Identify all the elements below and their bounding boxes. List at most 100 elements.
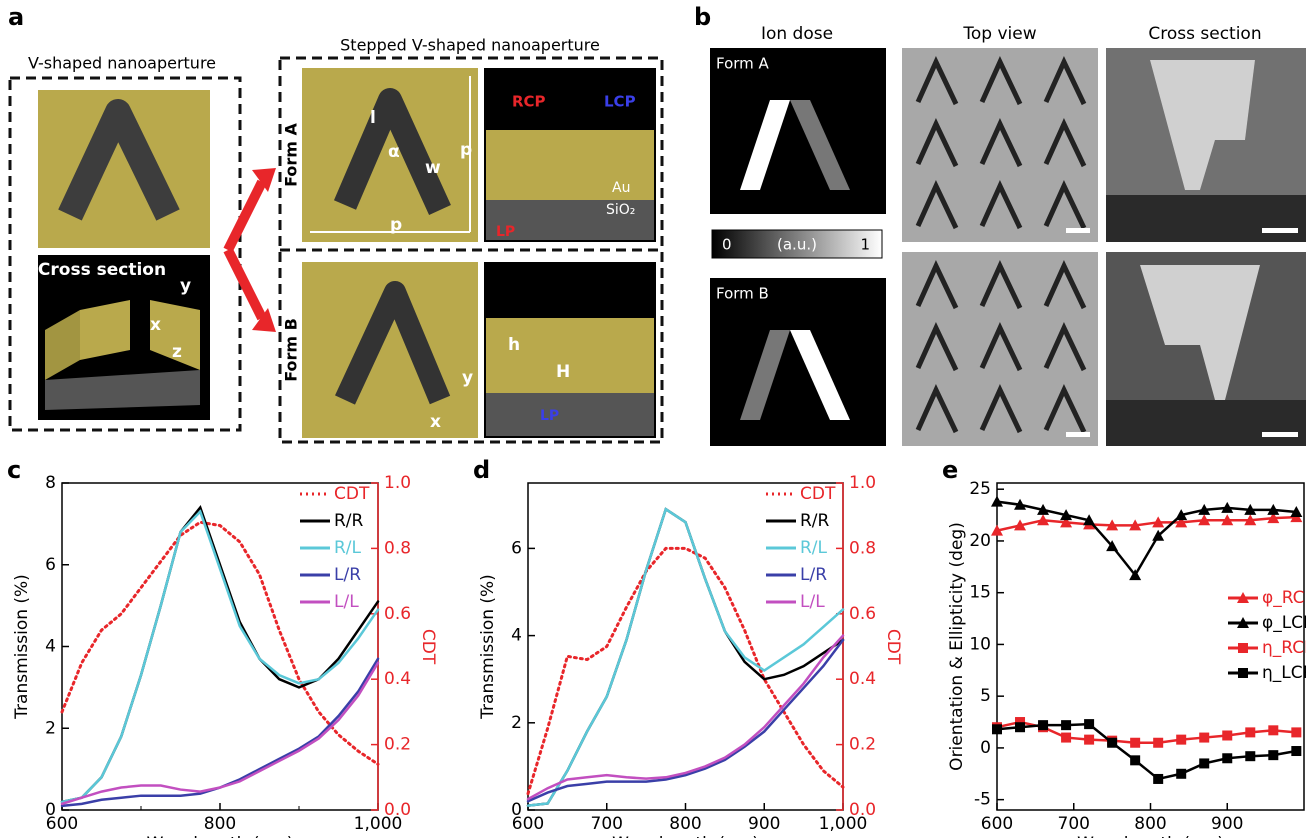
scale-bar bbox=[1262, 228, 1298, 233]
x-tick-label: 900 bbox=[1211, 814, 1243, 834]
substrate bbox=[1106, 400, 1306, 446]
form-label: Form B bbox=[282, 318, 301, 382]
y-tick-label: 0 bbox=[980, 738, 991, 758]
symbol: p bbox=[390, 215, 402, 235]
y2-tick-label: 0.8 bbox=[384, 538, 411, 558]
axis-symbol: x bbox=[430, 412, 441, 432]
marker bbox=[1107, 738, 1117, 748]
marker bbox=[1238, 668, 1248, 678]
y-tick-label: 10 bbox=[969, 634, 991, 654]
block bbox=[80, 300, 130, 360]
x-axis-label: Wavelength (nm) bbox=[612, 834, 759, 838]
marker bbox=[1061, 720, 1071, 730]
y2-tick-label: 0.6 bbox=[849, 604, 876, 624]
x-axis-label: Wavelength (nm) bbox=[1077, 834, 1224, 838]
panel-label: c bbox=[7, 456, 21, 484]
symbol: w bbox=[425, 158, 441, 178]
legend-label: CDT bbox=[334, 484, 370, 504]
series-line bbox=[62, 512, 378, 802]
marker bbox=[1245, 751, 1255, 761]
legend-label: φ_LCP bbox=[1262, 613, 1306, 633]
image-label: Form B bbox=[716, 285, 769, 303]
y-tick-label: 25 bbox=[969, 479, 991, 499]
y-tick-label: -5 bbox=[974, 790, 991, 810]
symbol: LP bbox=[496, 224, 515, 240]
panel-label: a bbox=[8, 3, 24, 31]
y2-tick-label: 0.4 bbox=[384, 669, 411, 689]
colorbar-label: 1 bbox=[860, 236, 870, 254]
marker bbox=[1084, 719, 1094, 729]
panel-title: Stepped V-shaped nanoaperture bbox=[340, 36, 600, 55]
marker bbox=[1130, 738, 1140, 748]
marker bbox=[1222, 753, 1232, 763]
legend-label: L/L bbox=[334, 592, 359, 612]
marker bbox=[1176, 735, 1186, 745]
column-title: Cross section bbox=[1148, 24, 1261, 44]
symbol: h bbox=[508, 335, 520, 355]
column-title: Ion dose bbox=[761, 24, 833, 44]
y-tick-label: 6 bbox=[511, 538, 522, 558]
axis-symbol: z bbox=[172, 342, 182, 362]
y-tick-label: 6 bbox=[45, 555, 56, 575]
x-axis-label: Wavelength (nm) bbox=[147, 834, 294, 838]
y2-tick-label: 0.4 bbox=[849, 669, 876, 689]
scale-bar bbox=[1066, 228, 1090, 233]
symbol: α bbox=[388, 142, 400, 162]
marker bbox=[1199, 758, 1209, 768]
axis-symbol: y bbox=[180, 276, 191, 296]
legend-label: η_LCP bbox=[1262, 663, 1306, 683]
marker bbox=[1038, 720, 1048, 730]
symbol: RCP bbox=[512, 93, 546, 111]
panel-label: e bbox=[942, 456, 958, 484]
x-tick-label: 800 bbox=[669, 814, 701, 834]
marker bbox=[1199, 733, 1209, 743]
marker bbox=[1153, 738, 1163, 748]
substrate bbox=[486, 393, 654, 436]
marker bbox=[1268, 725, 1278, 735]
legend-label: CDT bbox=[800, 484, 836, 504]
y-tick-label: 0 bbox=[45, 800, 56, 820]
x-tick-label: 700 bbox=[1058, 814, 1090, 834]
symbol: LP bbox=[540, 408, 559, 424]
y2-axis-label: CDT bbox=[883, 629, 903, 665]
legend-label: φ_RCP bbox=[1262, 588, 1306, 608]
marker bbox=[1176, 769, 1186, 779]
x-tick-label: 600 bbox=[981, 814, 1013, 834]
y2-tick-label: 0.2 bbox=[849, 735, 876, 755]
y-axis-label: Orientation & Ellipticity (deg) bbox=[947, 522, 967, 771]
marker bbox=[1153, 774, 1163, 784]
panel-title: V-shaped nanoaperture bbox=[28, 54, 216, 73]
legend-label: R/R bbox=[334, 511, 364, 531]
axis-symbol: x bbox=[150, 315, 161, 335]
marker bbox=[1238, 643, 1248, 653]
y-tick-label: 2 bbox=[511, 713, 522, 733]
series-line bbox=[528, 640, 843, 801]
y2-tick-label: 1.0 bbox=[849, 473, 876, 493]
symbol: H bbox=[556, 362, 570, 382]
x-tick-label: 800 bbox=[1134, 814, 1166, 834]
plot-frame bbox=[528, 483, 843, 810]
y2-tick-label: 0.0 bbox=[384, 800, 411, 820]
y-tick-label: 8 bbox=[45, 473, 56, 493]
form-label: Form A bbox=[282, 122, 301, 186]
marker bbox=[1084, 735, 1094, 745]
symbol: p bbox=[460, 140, 472, 160]
marker bbox=[1015, 722, 1025, 732]
y2-tick-label: 0.2 bbox=[384, 735, 411, 755]
marker bbox=[1291, 746, 1301, 756]
marker bbox=[1245, 727, 1255, 737]
symbol: Au bbox=[612, 180, 630, 196]
y2-tick-label: 1.0 bbox=[384, 473, 411, 493]
y-tick-label: 4 bbox=[45, 637, 56, 657]
substrate bbox=[1106, 195, 1306, 242]
series-line bbox=[62, 663, 378, 804]
y2-tick-label: 0.0 bbox=[849, 800, 876, 820]
legend-label: R/L bbox=[334, 538, 362, 558]
figure: a V-shaped nanoaperture Cross section y … bbox=[0, 0, 1306, 838]
y2-axis-label: CDT bbox=[418, 629, 438, 665]
image-label: Form A bbox=[716, 55, 770, 73]
y2-tick-label: 0.8 bbox=[849, 538, 876, 558]
x-tick-label: 800 bbox=[204, 814, 236, 834]
y-axis-label: Transmission (%) bbox=[478, 574, 498, 720]
arrow bbox=[228, 182, 262, 318]
